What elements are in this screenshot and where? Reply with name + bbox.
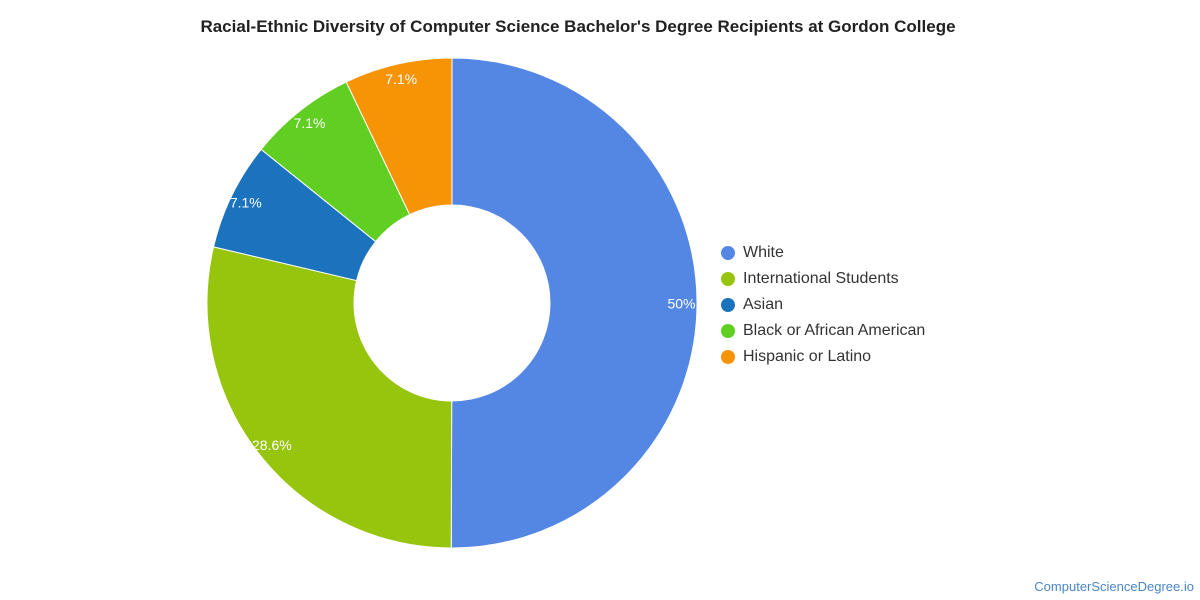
source-credit[interactable]: ComputerScienceDegree.io bbox=[1034, 579, 1194, 594]
legend-label: International Students bbox=[743, 270, 899, 287]
legend: White International Students Asian Black or… bbox=[721, 240, 925, 370]
legend-swatch bbox=[721, 298, 735, 312]
legend-item[interactable]: Black or African American bbox=[721, 318, 925, 344]
legend-swatch bbox=[721, 272, 735, 286]
slice-white[interactable] bbox=[450, 57, 698, 549]
legend-label: Hispanic or Latino bbox=[743, 348, 872, 365]
legend-label: White bbox=[743, 244, 784, 261]
chart-title: Racial-Ethnic Diversity of Computer Scie… bbox=[200, 17, 956, 36]
legend-swatch bbox=[721, 324, 735, 338]
legend-swatch bbox=[721, 246, 735, 260]
slice-label: 50% bbox=[667, 295, 695, 311]
legend-swatch bbox=[721, 350, 735, 364]
slice-label: 7.1% bbox=[294, 115, 326, 131]
legend-label: Black or African American bbox=[743, 322, 926, 339]
legend-item[interactable]: Hispanic or Latino bbox=[721, 344, 925, 370]
slice-label: 7.1% bbox=[230, 194, 262, 210]
legend-item[interactable]: White bbox=[721, 240, 925, 266]
slice-international-students[interactable] bbox=[206, 246, 453, 549]
slice-label: 7.1% bbox=[385, 71, 417, 87]
slice-label: 28.6% bbox=[252, 437, 292, 453]
legend-item[interactable]: International Students bbox=[721, 266, 925, 292]
slice-hispanic-or-latino[interactable] bbox=[345, 57, 453, 216]
legend-item[interactable]: Asian bbox=[721, 292, 925, 318]
legend-label: Asian bbox=[743, 296, 784, 313]
